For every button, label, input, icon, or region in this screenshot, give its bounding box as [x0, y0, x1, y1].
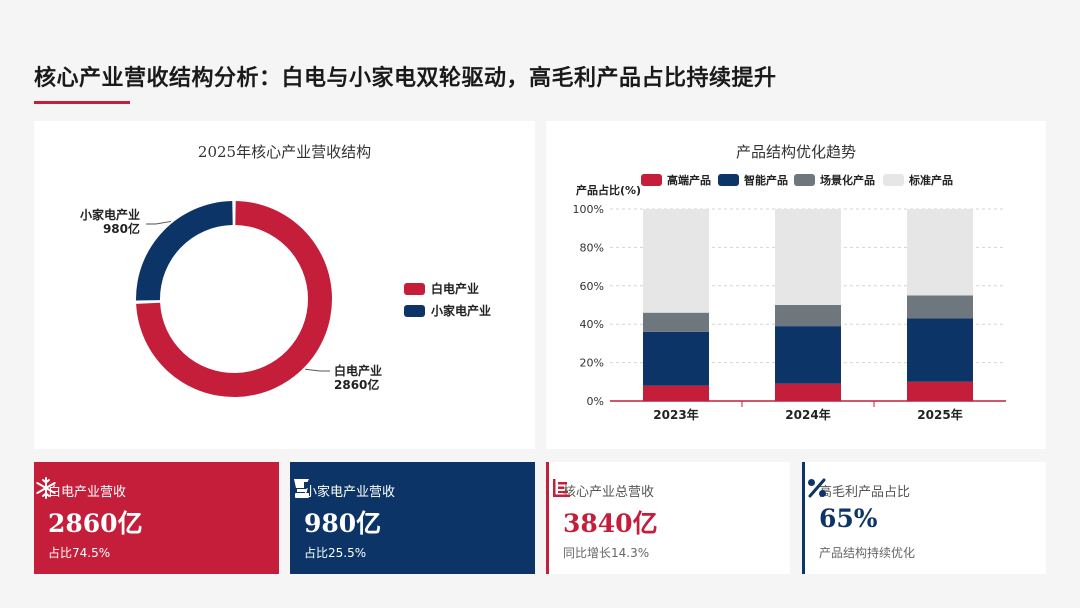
kpi-value: 65% — [819, 504, 878, 533]
y-tick-label: 60% — [580, 280, 604, 293]
donut-chart-title: 2025年核心产业营收结构 — [197, 143, 372, 161]
y-axis-label: 产品占比(%) — [576, 183, 641, 197]
legend-label: 白电产业 — [431, 281, 479, 296]
legend-label: 标准产品 — [908, 173, 953, 187]
legend-swatch — [404, 305, 425, 317]
donut-label-name: 白电产业 — [334, 363, 382, 378]
bar-segment — [907, 209, 973, 296]
kpi-note: 产品结构持续优化 — [819, 546, 916, 560]
legend-swatch — [883, 174, 904, 186]
bar-segment — [643, 331, 709, 386]
bar-segment — [643, 312, 709, 332]
bar-chart-icon — [553, 479, 570, 497]
legend-swatch — [718, 174, 739, 186]
y-tick-label: 0% — [587, 395, 604, 408]
kpi-value: 980亿 — [304, 509, 382, 538]
bar-segment — [643, 209, 709, 313]
donut-label-value: 2860亿 — [334, 377, 379, 392]
kpi-card-total-revenue: 核心产业总营收 3840亿 同比增长14.3% — [546, 462, 790, 574]
bar-segment — [907, 318, 973, 382]
x-tick-label: 2024年 — [785, 407, 830, 422]
donut-leader-line — [305, 368, 330, 372]
kpi-label: 核心产业总营收 — [563, 485, 655, 500]
legend-label: 小家电产业 — [431, 303, 491, 318]
kpi-card-small-appliances: 小家电产业营收 980亿 占比25.5% — [290, 462, 535, 574]
kpi-card-white-goods: 白电产业营收 2860亿 占比74.5% — [34, 462, 279, 574]
legend-swatch — [794, 174, 815, 186]
donut-label-value: 980亿 — [103, 221, 140, 236]
bar-segment — [775, 383, 841, 401]
snowflake-icon — [36, 477, 56, 499]
y-tick-label: 20% — [580, 357, 604, 370]
kpi-note: 同比增长14.3% — [563, 546, 650, 560]
kpi-label: 小家电产业营收 — [304, 485, 396, 500]
donut-leader-line — [146, 220, 171, 225]
bar-segment — [907, 381, 973, 401]
bar-segment — [907, 295, 973, 319]
percent-icon — [808, 478, 826, 498]
legend-swatch — [641, 174, 662, 186]
kpi-card-high-margin-share: 高毛利产品占比 65% 产品结构持续优化 — [802, 462, 1046, 574]
bar-chart-title: 产品结构优化趋势 — [735, 143, 856, 161]
y-tick-label: 40% — [580, 318, 604, 331]
donut-label-name: 小家电产业 — [80, 207, 140, 222]
bar-segment — [775, 209, 841, 305]
legend-label: 高端产品 — [667, 173, 711, 187]
bar-chart-panel: 产品结构优化趋势 高端产品 智能产品 场景化产品 标准产品产品占比(%) 0% 20% 40… — [546, 121, 1046, 449]
legend-label: 智能产品 — [744, 173, 788, 187]
donut-chart-panel: 2025年核心产业营收结构 白电产业 2860亿 小家电产业 980亿 白电产业 小家电产… — [34, 121, 535, 449]
bar-segment — [643, 385, 709, 401]
bar-segment — [775, 305, 841, 327]
kpi-note: 占比25.5% — [304, 546, 367, 560]
legend-swatch — [404, 283, 425, 295]
bar-segment — [775, 326, 841, 384]
title-underline — [34, 101, 130, 104]
y-tick-label: 100% — [573, 203, 604, 216]
kpi-label: 高毛利产品占比 — [819, 485, 911, 500]
legend-label: 场景化产品 — [820, 173, 875, 187]
kpi-value: 3840亿 — [563, 509, 658, 538]
x-tick-label: 2025年 — [917, 407, 962, 422]
kpi-note: 占比74.5% — [48, 546, 111, 560]
kpi-label: 白电产业营收 — [48, 485, 127, 500]
kpi-value: 2860亿 — [48, 509, 143, 538]
blender-icon — [294, 479, 309, 498]
donut-slice-2 — [136, 201, 233, 301]
page-title: 核心产业营收结构分析：白电与小家电双轮驱动，高毛利产品占比持续提升 — [34, 66, 777, 91]
x-tick-label: 2023年 — [653, 407, 698, 422]
y-tick-label: 80% — [580, 241, 604, 254]
